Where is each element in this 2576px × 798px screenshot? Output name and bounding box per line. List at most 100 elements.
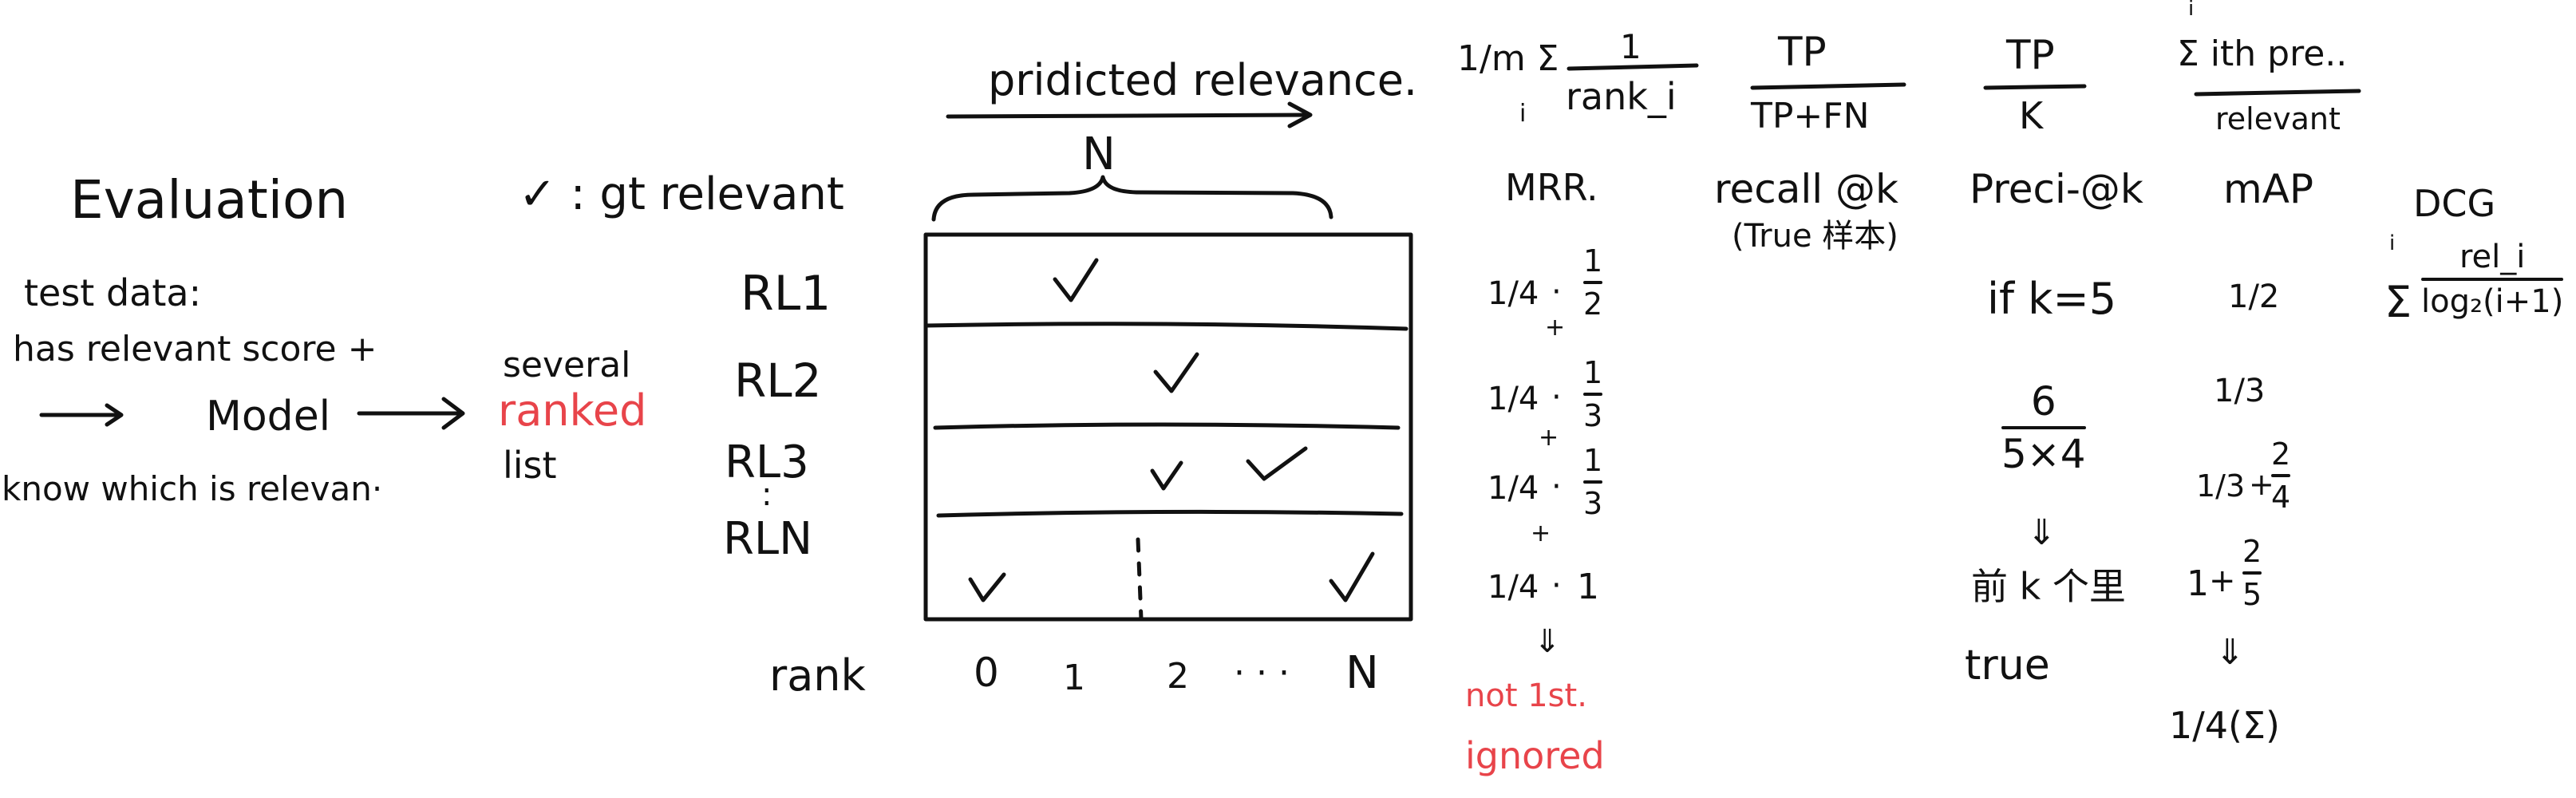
dcg-den: log₂(i+1) bbox=[2421, 283, 2564, 320]
mrr-sum-index: i bbox=[1519, 100, 1527, 128]
map-final: 1/4(Σ) bbox=[2169, 704, 2280, 747]
precision-true: true bbox=[1965, 642, 2050, 689]
n-label: N bbox=[1082, 128, 1116, 180]
rank-label: rank bbox=[769, 650, 866, 701]
precision-den: K bbox=[2019, 94, 2044, 137]
checkmark-icon bbox=[1053, 258, 1099, 302]
rank-2: 2 bbox=[1167, 656, 1189, 697]
mrr-term-3-b-num: 1 bbox=[1583, 443, 1603, 478]
map-label: mAP bbox=[2223, 166, 2314, 212]
arrow-to-model bbox=[39, 403, 124, 427]
predicted-relevance-arrow bbox=[946, 101, 1313, 128]
list-label: list bbox=[503, 444, 557, 487]
mrr-term-1-b: 1 2 bbox=[1583, 243, 1603, 319]
dcg-fraction: rel_i log₂(i+1) bbox=[2421, 239, 2564, 320]
map-formula-top: i bbox=[2188, 0, 2195, 21]
map-v3-b-den: 4 bbox=[2271, 480, 2291, 515]
dcg-sigma: Σ bbox=[2384, 277, 2412, 327]
precision-top-k: 前 k 个里 bbox=[1971, 565, 2126, 608]
mrr-note-not-first: not 1st. bbox=[1465, 678, 1587, 714]
row-label-rl3: RL3 bbox=[725, 437, 809, 488]
map-v4-a: 1 bbox=[2187, 563, 2209, 604]
precision-label: Preci-@k bbox=[1970, 166, 2143, 212]
precision-if-k: if k=5 bbox=[1987, 274, 2117, 324]
map-arrow-down: ⇓ bbox=[2215, 632, 2245, 673]
checkmark-icon bbox=[968, 572, 1006, 602]
n-brace bbox=[931, 175, 1333, 222]
row-label-rl2: RL2 bbox=[734, 354, 822, 408]
recall-label: recall @k bbox=[1714, 166, 1898, 212]
mrr-term-2-a: 1/4 bbox=[1488, 381, 1539, 417]
map-v4-b: 2 5 bbox=[2242, 536, 2262, 610]
mrr-term-3-b-den: 3 bbox=[1583, 486, 1603, 521]
row-label-ellipsis: : bbox=[761, 476, 772, 513]
mrr-term-2-b-den: 3 bbox=[1583, 398, 1603, 433]
column-marker bbox=[1136, 537, 1144, 622]
map-v4-b-den: 5 bbox=[2242, 577, 2262, 612]
checkmark-icon bbox=[1329, 551, 1375, 602]
mrr-dot: · bbox=[1551, 468, 1562, 505]
rank-n: N bbox=[1345, 647, 1379, 699]
mrr-dot: · bbox=[1551, 379, 1562, 416]
mrr-formula-prefix: 1/m Σ bbox=[1457, 38, 1559, 79]
model-label: Model bbox=[206, 393, 331, 440]
mrr-term-4-a: 1/4 bbox=[1488, 569, 1539, 606]
map-plus: + bbox=[2249, 467, 2274, 502]
mrr-note-ignored: ignored bbox=[1465, 734, 1605, 777]
rank-ellipsis: · · · bbox=[1234, 653, 1290, 693]
map-plus: + bbox=[2209, 563, 2236, 599]
recall-num: TP bbox=[1778, 29, 1827, 75]
map-formula-den: relevant bbox=[2215, 101, 2341, 136]
recall-sub: (True 样本) bbox=[1732, 218, 1898, 255]
mrr-dot: · bbox=[1551, 567, 1562, 604]
mrr-term-2-b-num: 1 bbox=[1583, 355, 1603, 390]
map-formula-num: Σ ith pre.. bbox=[2177, 34, 2348, 74]
mrr-term-3-b: 1 3 bbox=[1583, 443, 1603, 521]
map-v3-b-num: 2 bbox=[2271, 437, 2291, 472]
mrr-arrow-down: ⇓ bbox=[1534, 623, 1561, 660]
mrr-term-1-b-num: 1 bbox=[1583, 243, 1603, 279]
mrr-label: MRR. bbox=[1505, 166, 1598, 209]
precision-arrow-down: ⇓ bbox=[2027, 512, 2056, 553]
mrr-formula-num: 1 bbox=[1620, 27, 1642, 66]
precision-fraction: 6 5×4 bbox=[2001, 381, 2086, 474]
mrr-term-3-a: 1/4 bbox=[1488, 470, 1539, 507]
grid-frame bbox=[923, 232, 1413, 622]
evaluation-heading: Evaluation bbox=[70, 169, 349, 231]
precision-num: TP bbox=[2006, 32, 2055, 78]
arrow-to-ranked-list bbox=[357, 397, 465, 430]
row-label-rln: RLN bbox=[723, 513, 812, 565]
has-score-label: has relevant score + bbox=[13, 329, 377, 369]
row-label-rl1: RL1 bbox=[741, 266, 832, 322]
ranked-label: ranked bbox=[498, 385, 647, 436]
mrr-term-2-b: 1 3 bbox=[1583, 355, 1603, 433]
map-v2: 1/3 bbox=[2214, 373, 2266, 409]
recall-den: TP+FN bbox=[1751, 96, 1870, 136]
checkmark-icon bbox=[1150, 460, 1183, 491]
dcg-sum-top: i bbox=[2389, 231, 2396, 255]
dcg-num: rel_i bbox=[2459, 239, 2526, 275]
mrr-formula-den: rank_i bbox=[1566, 75, 1677, 118]
map-v3-b: 2 4 bbox=[2271, 437, 2291, 515]
test-data-label: test data: bbox=[24, 271, 202, 314]
row-line-2 bbox=[933, 422, 1401, 430]
checkmark-icon bbox=[1246, 446, 1308, 481]
row-line-3 bbox=[936, 509, 1404, 518]
map-v3-a: 1/3 bbox=[2196, 468, 2246, 504]
mrr-plus-2: + bbox=[1539, 424, 1559, 452]
checkmark-icon bbox=[1153, 352, 1199, 393]
rank-1: 1 bbox=[1063, 658, 1085, 698]
map-v4-b-num: 2 bbox=[2242, 534, 2262, 569]
map-v1: 1/2 bbox=[2228, 279, 2280, 315]
several-label: several bbox=[503, 345, 631, 385]
legend-gt-relevant: ✓ : gt relevant bbox=[519, 168, 844, 220]
mrr-term-4-b: 1 bbox=[1577, 567, 1599, 607]
rank-0: 0 bbox=[974, 650, 999, 696]
predicted-relevance-label: pridicted relevance. bbox=[988, 55, 1418, 105]
mrr-plus-1: + bbox=[1545, 314, 1566, 342]
row-line-1 bbox=[923, 322, 1409, 331]
know-relevant-label: know which is relevan· bbox=[2, 469, 383, 508]
precision-frac-num: 6 bbox=[2030, 378, 2056, 425]
mrr-plus-3: + bbox=[1531, 519, 1551, 547]
